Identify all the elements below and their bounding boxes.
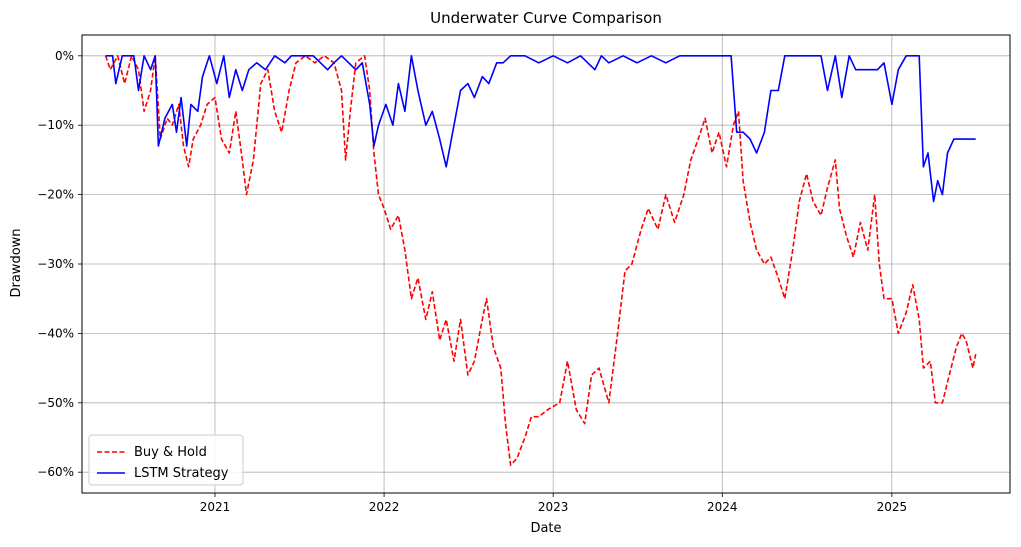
x-tick-label: 2024 <box>707 500 738 514</box>
y-tick-label: −10% <box>37 118 74 132</box>
y-tick-label: 0% <box>55 49 74 63</box>
x-tick-label: 2023 <box>538 500 569 514</box>
x-axis-ticks: 2021 2022 2023 2024 2025 <box>200 493 907 514</box>
legend: Buy & Hold LSTM Strategy <box>88 434 244 486</box>
series-line-1 <box>105 54 976 203</box>
y-tick-label: −20% <box>37 188 74 202</box>
y-tick-label: −50% <box>37 396 74 410</box>
x-tick-label: 2021 <box>200 500 231 514</box>
y-axis-label: Drawdown <box>9 228 24 297</box>
series-line-0 <box>104 54 977 467</box>
y-tick-label: −30% <box>37 257 74 271</box>
y-axis-ticks: 0% −10% −20% −30% −40% −50% −60% <box>37 49 82 479</box>
legend-box <box>88 434 244 486</box>
x-tick-label: 2022 <box>369 500 400 514</box>
x-axis-label: Date <box>530 521 561 536</box>
legend-label-lstm: LSTM Strategy <box>134 466 229 481</box>
x-tick-label: 2025 <box>877 500 908 514</box>
chart-title: Underwater Curve Comparison <box>430 9 662 27</box>
y-tick-label: −40% <box>37 326 74 340</box>
legend-label-buy-hold: Buy & Hold <box>134 445 207 460</box>
y-tick-label: −60% <box>37 465 74 479</box>
series-layer <box>104 54 977 467</box>
grid <box>82 35 1010 493</box>
